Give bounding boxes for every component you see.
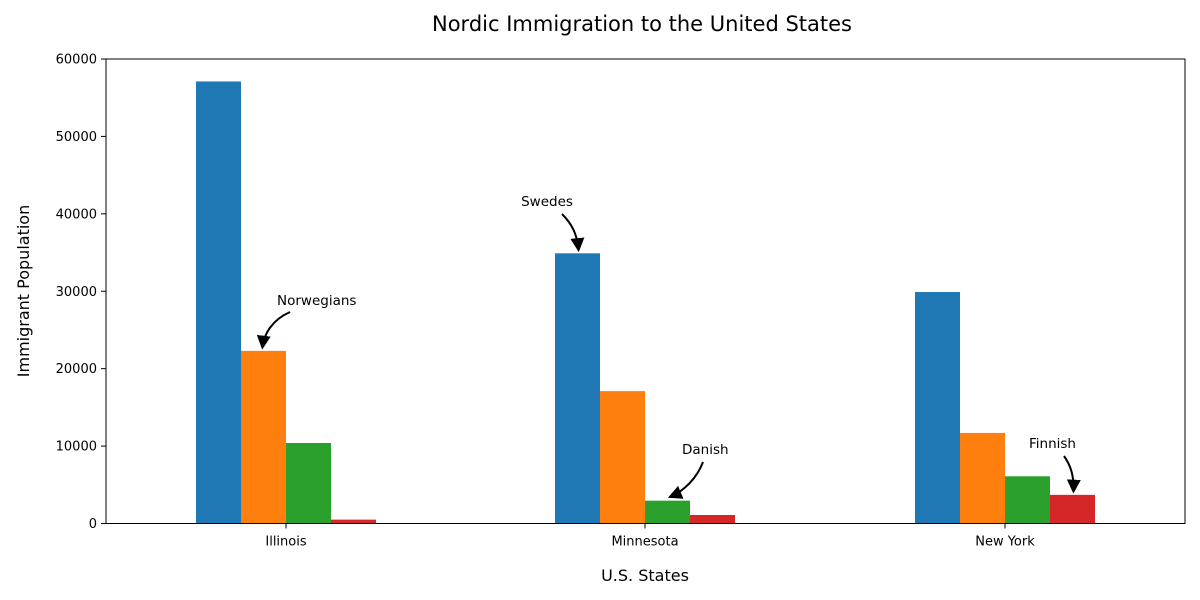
annotations-group: Norwegians Swedes Danish Finnish <box>256 194 1081 499</box>
bar-minnesota-series-1 <box>600 391 645 524</box>
bar-illinois-series-1 <box>241 350 286 524</box>
bar-new-york-series-1 <box>960 432 1005 524</box>
annotation-swedes: Swedes <box>521 194 573 210</box>
annotation-norwegians: Norwegians <box>277 293 356 309</box>
y-tick-label: 10000 <box>56 440 97 455</box>
y-tick-label: 40000 <box>56 207 97 222</box>
bar-minnesota-series-3 <box>690 514 735 524</box>
annotation-arrow-finnish <box>1063 455 1081 494</box>
y-axis: 0 10000 20000 30000 40000 50000 60000 <box>56 53 106 532</box>
annotation-finnish: Finnish <box>1029 436 1076 452</box>
bar-new-york-series-3 <box>1050 494 1095 524</box>
y-tick-label: 50000 <box>56 130 97 145</box>
y-tick-label: 60000 <box>56 53 97 68</box>
y-axis-label: Immigrant Population <box>14 205 33 377</box>
annotation-arrow-norwegians <box>256 311 291 350</box>
bar-minnesota-series-2 <box>645 500 690 524</box>
bar-illinois-series-3 <box>331 519 376 524</box>
annotation-arrow-danish <box>667 461 704 499</box>
bar-illinois-series-0 <box>196 81 241 524</box>
annotation-arrow-swedes <box>561 213 585 253</box>
bars-group <box>196 81 1095 524</box>
bar-new-york-series-0 <box>915 292 960 524</box>
bar-illinois-series-2 <box>286 442 331 524</box>
y-tick-label: 0 <box>89 517 97 532</box>
annotation-danish: Danish <box>682 442 729 458</box>
bar-minnesota-series-0 <box>555 253 600 524</box>
bar-new-york-series-2 <box>1005 476 1050 524</box>
x-tick-label: New York <box>975 535 1035 550</box>
x-tick-label: Minnesota <box>611 535 678 550</box>
x-axis-label: U.S. States <box>601 566 689 585</box>
x-tick-label: Illinois <box>265 535 306 550</box>
y-tick-label: 20000 <box>56 362 97 377</box>
chart-title: Nordic Immigration to the United States <box>432 12 852 36</box>
x-axis: Illinois Minnesota New York <box>265 523 1035 550</box>
y-tick-label: 30000 <box>56 285 97 300</box>
